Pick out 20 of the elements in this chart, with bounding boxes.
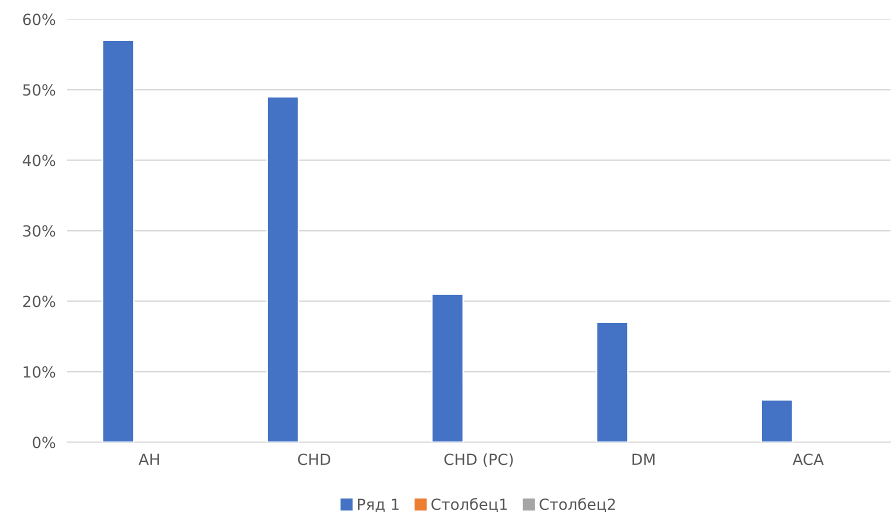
bar	[431, 293, 464, 442]
bar	[596, 322, 629, 442]
y-tick-label: 10%	[24, 366, 56, 378]
y-tick-label: 30%	[23, 225, 56, 237]
y-tick-label: 20%	[23, 296, 56, 308]
legend-label: Ряд 1	[358, 498, 399, 512]
y-tick-label: 40%	[22, 154, 56, 166]
bar	[266, 96, 300, 442]
x-tick-label: DM	[632, 454, 654, 465]
x-tick-label: CHD	[298, 454, 330, 466]
x-tick-label: CHD (PC)	[444, 453, 513, 467]
x-tick-label: ACA	[792, 454, 824, 466]
y-tick-label: 0%	[32, 436, 56, 448]
x-tick-label: AH	[138, 454, 159, 465]
legend-label: Столбец2	[540, 498, 615, 512]
bar	[102, 40, 135, 442]
legend-label: Столбец1	[431, 498, 507, 512]
bar	[760, 399, 794, 442]
y-tick-label: 50%	[23, 84, 56, 96]
y-tick-label: 60%	[23, 14, 56, 26]
